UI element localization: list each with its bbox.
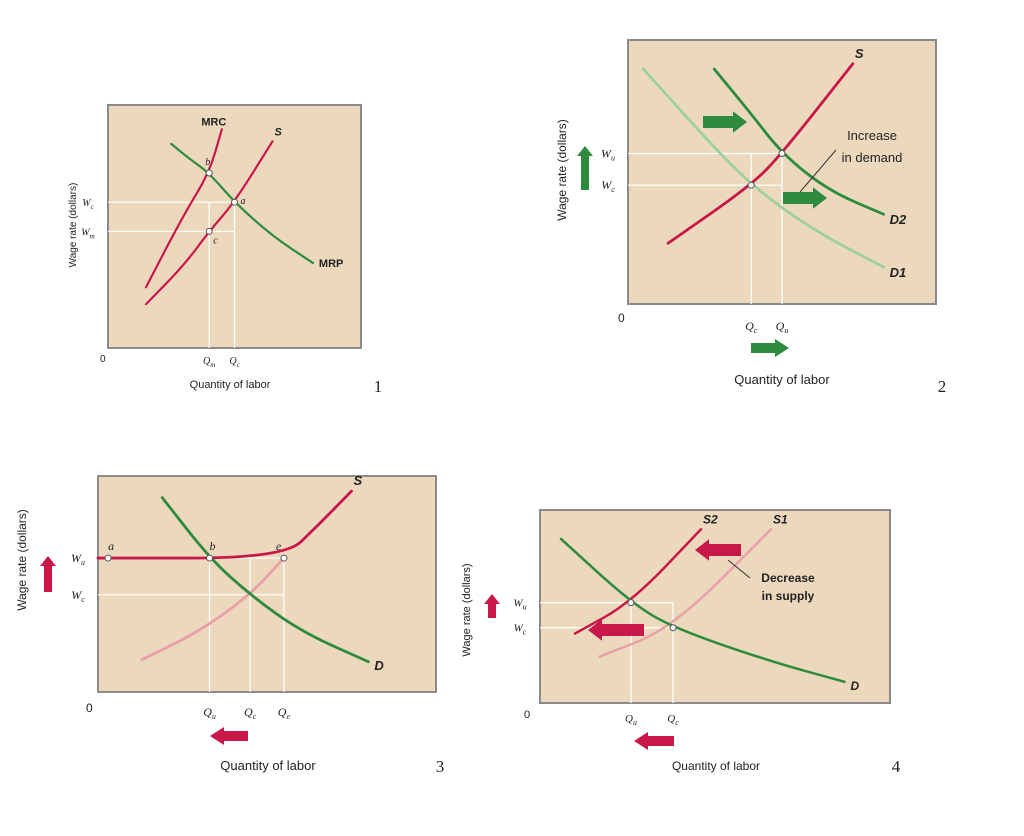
y-tick-label: Wc <box>82 198 94 211</box>
chart-panel-3: S Da b e Qu Qc Qe Wu Wc 0 Quantity of labor Wage ra… <box>15 473 444 776</box>
series-label-d2: D2 <box>890 212 907 227</box>
y-tick-label: Wu <box>601 147 615 163</box>
shift-arrow-lower <box>588 619 644 641</box>
point-label-e: e <box>276 539 282 553</box>
series-line-mrp <box>170 142 315 265</box>
x-tick-label: Qc <box>745 319 758 335</box>
y-axis-label: Wage rate (dollars) <box>15 509 29 611</box>
y-axis-label: Wage rate (dollars) <box>461 563 473 656</box>
annotation-leader <box>799 149 837 193</box>
x-axis-label: Quantity of labor <box>734 372 830 387</box>
point-label-a: a <box>241 196 246 207</box>
series-label-s1: S1 <box>773 512 788 526</box>
wage-increase-arrow <box>484 594 500 618</box>
series-line-mrc <box>144 128 223 289</box>
x-tick-label: Qc <box>229 356 240 369</box>
shift-arrow-upper <box>695 539 741 561</box>
y-axis-label: Wage rate (dollars) <box>555 119 569 221</box>
quantity-increase-arrow <box>751 339 789 357</box>
series-label-d: D <box>851 679 860 693</box>
point-label-c: c <box>213 235 218 246</box>
origin-label: 0 <box>618 311 625 325</box>
series-line-base <box>140 556 286 661</box>
chart-panel-2: S D1 D2 Qc Qu Wu Wc 0 Quantity of labor Wage rate… <box>555 39 947 396</box>
equilibrium-point <box>104 554 112 562</box>
y-tick-label: Wu <box>71 551 85 567</box>
equilibrium-point <box>205 227 213 235</box>
equilibrium-point <box>747 181 755 189</box>
x-tick-label: Qc <box>667 713 679 727</box>
equilibrium-point <box>205 169 213 177</box>
wage-increase-arrow <box>577 146 593 190</box>
y-tick-label: Wm <box>81 227 94 240</box>
y-tick-label: Wc <box>514 623 527 637</box>
chart-panel-4: S2 S1 D Qu Qc Wu Wc 0 Quantity of labor Wage rate… <box>461 509 901 776</box>
x-axis-label: Quantity of labor <box>190 379 271 391</box>
figure-number: 2 <box>938 377 947 396</box>
annotation-line2: in supply <box>762 589 815 603</box>
series-line-d <box>559 537 846 684</box>
figure-number: 3 <box>436 757 445 776</box>
annotation-line1: Decrease <box>761 571 815 585</box>
series-line-s <box>666 62 855 245</box>
series-line-d <box>160 496 370 664</box>
x-tick-label: Qm <box>203 356 215 369</box>
x-tick-label: Qu <box>625 713 637 727</box>
x-tick-label: Qu <box>776 319 789 335</box>
series-label-d: D <box>374 658 384 673</box>
series-label-s2: S2 <box>703 512 718 526</box>
series-label-mrp: MRP <box>319 258 343 270</box>
y-axis-label: Wage rate (dollars) <box>68 183 79 268</box>
figure-number: 4 <box>892 757 901 776</box>
plot-area <box>539 509 891 704</box>
x-tick-label: Qc <box>244 705 257 721</box>
series-label-s: S <box>274 126 282 138</box>
series-label-s: S <box>855 46 864 61</box>
figure-number: 1 <box>374 377 383 396</box>
series-label-s: S <box>354 473 363 488</box>
equilibrium-point <box>778 150 786 158</box>
annotation-leader <box>727 559 751 579</box>
point-label-b: b <box>210 539 216 553</box>
quantity-decrease-arrow <box>634 732 674 750</box>
equilibrium-point <box>627 599 635 607</box>
equilibrium-point <box>231 198 238 206</box>
y-tick-label: Wu <box>513 598 526 612</box>
equilibrium-point <box>280 554 288 562</box>
shift-arrow-lower <box>783 187 827 209</box>
series-line-s <box>96 489 353 560</box>
origin-label: 0 <box>524 709 530 721</box>
x-axis-label: Quantity of labor <box>672 759 760 773</box>
x-tick-label: Qe <box>278 705 291 721</box>
x-tick-label: Qu <box>203 705 216 721</box>
y-tick-label: Wc <box>71 588 85 604</box>
annotation-line2: in demand <box>842 150 903 165</box>
x-axis-label: Quantity of labor <box>220 758 316 773</box>
equilibrium-point <box>206 554 214 562</box>
equilibrium-point <box>669 624 677 632</box>
series-label-mrc: MRC <box>201 116 226 128</box>
series-line-s2 <box>573 528 703 635</box>
origin-label: 0 <box>100 354 106 365</box>
point-label-b: b <box>205 157 210 168</box>
chart-panel-1: MRC S MRP a b c Qm Qc Wc Wm 0 Quantity of labor Wage… <box>68 104 383 396</box>
plot-area <box>97 475 437 693</box>
origin-label: 0 <box>86 701 93 715</box>
point-label-a: a <box>108 539 114 553</box>
wage-increase-arrow <box>40 556 56 592</box>
series-label-d1: D1 <box>890 265 907 280</box>
series-line-s1 <box>598 528 773 658</box>
y-tick-label: Wc <box>601 178 615 194</box>
shift-arrow-upper <box>703 111 747 133</box>
annotation-line1: Increase <box>847 128 897 143</box>
quantity-decrease-arrow <box>210 727 248 745</box>
